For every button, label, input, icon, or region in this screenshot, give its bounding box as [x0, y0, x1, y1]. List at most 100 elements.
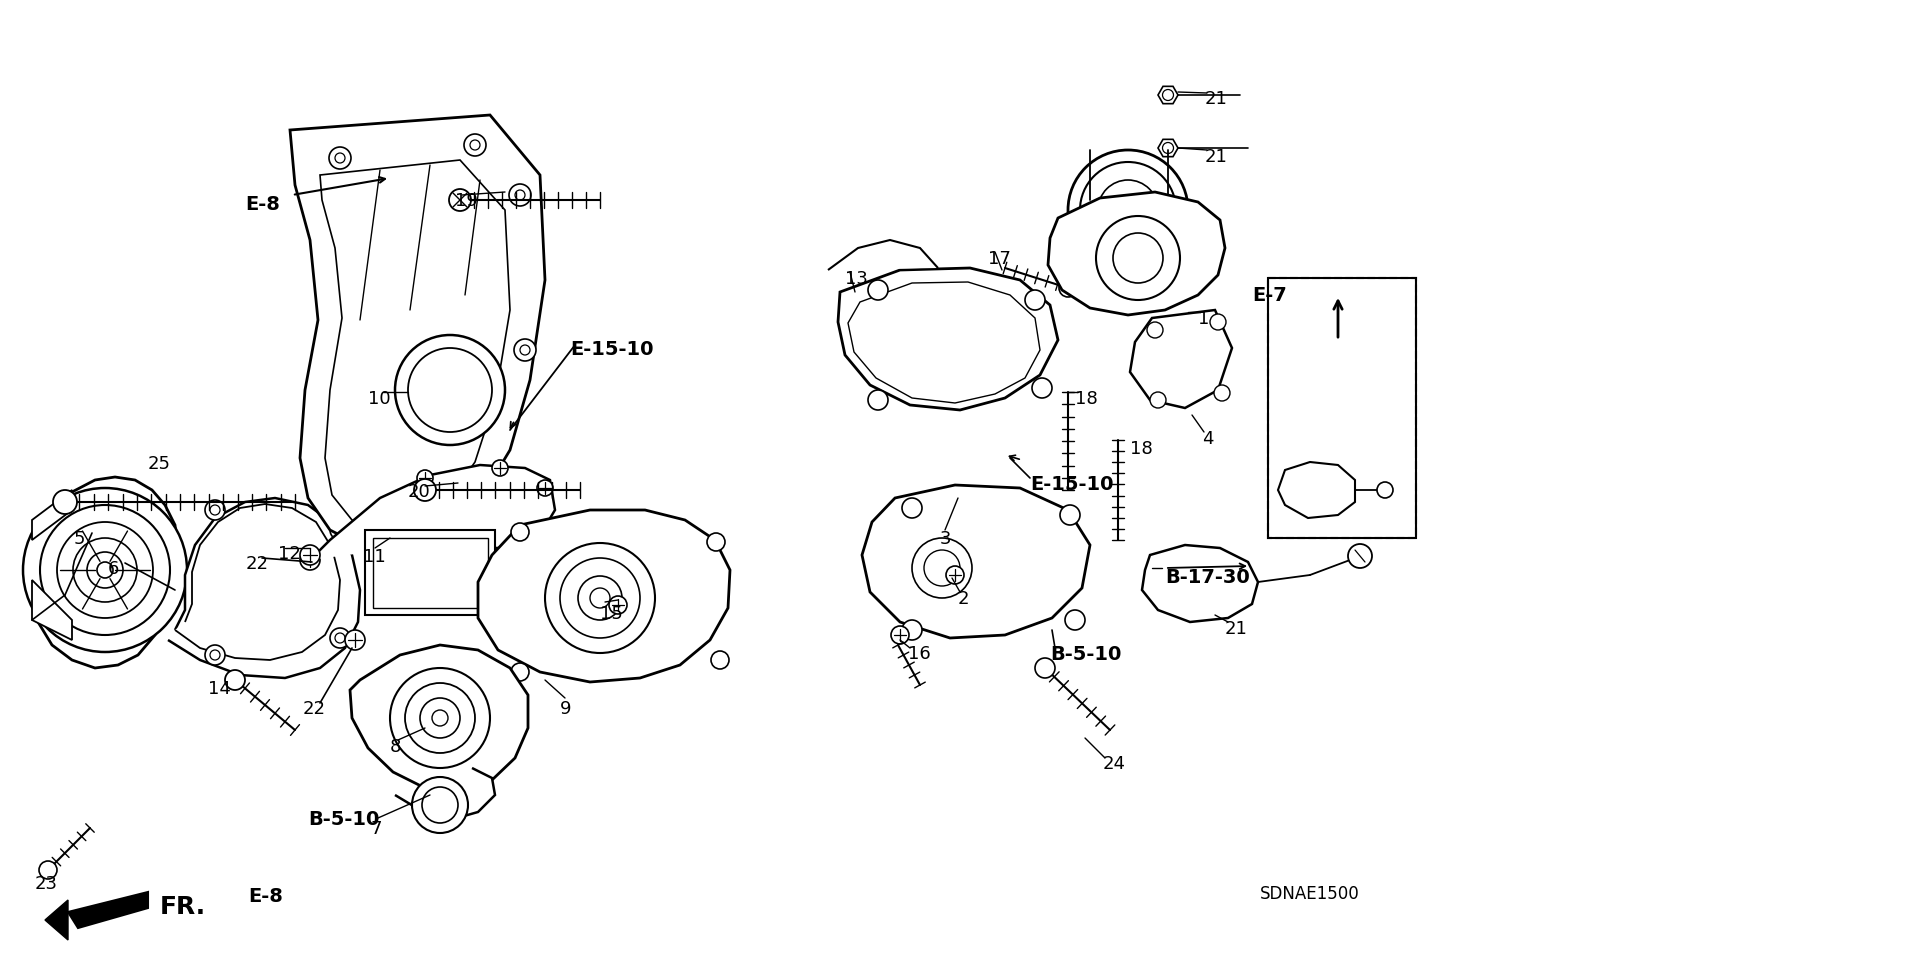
Polygon shape: [33, 580, 73, 640]
Text: 19: 19: [455, 192, 478, 210]
Polygon shape: [321, 160, 511, 530]
Circle shape: [330, 628, 349, 648]
Circle shape: [399, 529, 420, 551]
Circle shape: [511, 663, 530, 681]
Polygon shape: [1158, 86, 1179, 104]
Text: 3: 3: [941, 530, 952, 548]
Text: SDNAE1500: SDNAE1500: [1260, 885, 1359, 903]
Circle shape: [511, 523, 530, 541]
Circle shape: [1068, 150, 1188, 270]
Text: 4: 4: [1202, 430, 1213, 448]
Circle shape: [609, 596, 628, 614]
Circle shape: [1035, 658, 1054, 678]
Circle shape: [330, 520, 349, 540]
Polygon shape: [1142, 545, 1258, 622]
Text: 21: 21: [1225, 620, 1248, 638]
Text: E-15-10: E-15-10: [570, 340, 653, 359]
Circle shape: [538, 480, 553, 496]
Text: 21: 21: [1206, 90, 1229, 108]
Text: 7: 7: [371, 820, 382, 838]
Circle shape: [947, 566, 964, 584]
Polygon shape: [1131, 310, 1233, 408]
Circle shape: [225, 670, 246, 690]
Polygon shape: [396, 768, 495, 820]
Circle shape: [509, 184, 532, 206]
Circle shape: [492, 460, 509, 476]
Bar: [1267, 278, 1417, 538]
Text: 22: 22: [246, 555, 269, 573]
Text: FR.: FR.: [159, 895, 205, 919]
Polygon shape: [44, 900, 67, 940]
Text: 15: 15: [599, 605, 622, 623]
Polygon shape: [169, 498, 361, 678]
Circle shape: [707, 533, 726, 551]
Text: 22: 22: [303, 700, 326, 718]
Text: 13: 13: [845, 270, 868, 288]
Text: 18: 18: [1075, 390, 1098, 408]
Text: 1: 1: [1198, 310, 1210, 328]
Circle shape: [490, 469, 511, 491]
Text: 25: 25: [148, 455, 171, 473]
Circle shape: [868, 390, 887, 410]
Circle shape: [1210, 314, 1227, 330]
Circle shape: [1146, 322, 1164, 338]
Text: E-7: E-7: [1252, 286, 1286, 305]
Bar: [365, 530, 495, 615]
Text: B-5-10: B-5-10: [1050, 645, 1121, 664]
Circle shape: [1025, 290, 1044, 310]
Text: 14: 14: [207, 680, 230, 698]
Polygon shape: [33, 490, 73, 540]
Circle shape: [868, 280, 887, 300]
Circle shape: [346, 630, 365, 650]
Circle shape: [328, 147, 351, 169]
Circle shape: [902, 498, 922, 518]
Text: B-5-10: B-5-10: [307, 810, 380, 829]
Circle shape: [449, 189, 470, 211]
Text: E-15-10: E-15-10: [1029, 475, 1114, 494]
Text: 16: 16: [908, 645, 931, 663]
Circle shape: [205, 500, 225, 520]
Circle shape: [415, 479, 436, 501]
Text: 5: 5: [75, 530, 86, 548]
Text: 9: 9: [561, 700, 572, 718]
Circle shape: [300, 550, 321, 570]
Polygon shape: [828, 240, 939, 270]
Text: 21: 21: [1206, 148, 1229, 166]
Polygon shape: [837, 268, 1058, 410]
Circle shape: [1377, 482, 1394, 498]
Polygon shape: [349, 645, 528, 790]
Text: 10: 10: [369, 390, 390, 408]
Polygon shape: [478, 510, 730, 682]
Circle shape: [912, 538, 972, 598]
Circle shape: [515, 339, 536, 361]
Polygon shape: [309, 465, 555, 560]
Circle shape: [545, 543, 655, 653]
Circle shape: [1066, 610, 1085, 630]
Circle shape: [417, 470, 434, 486]
Polygon shape: [290, 115, 545, 550]
Circle shape: [1033, 378, 1052, 398]
Text: 20: 20: [407, 483, 430, 501]
Circle shape: [1348, 544, 1373, 568]
Text: 2: 2: [958, 590, 970, 608]
Circle shape: [1150, 392, 1165, 408]
Circle shape: [1060, 505, 1079, 525]
Circle shape: [38, 861, 58, 879]
Polygon shape: [1048, 192, 1225, 315]
Polygon shape: [33, 477, 179, 668]
Text: 12: 12: [278, 545, 301, 563]
Bar: [372, 538, 488, 608]
Polygon shape: [175, 504, 340, 660]
Circle shape: [1213, 385, 1231, 401]
Polygon shape: [1158, 139, 1179, 156]
Text: 11: 11: [363, 548, 386, 566]
Circle shape: [1114, 233, 1164, 283]
Circle shape: [891, 626, 908, 644]
Circle shape: [1060, 279, 1077, 297]
Circle shape: [902, 620, 922, 640]
Text: E-8: E-8: [248, 887, 282, 906]
Circle shape: [710, 651, 730, 669]
Circle shape: [1162, 89, 1173, 101]
Circle shape: [54, 490, 77, 514]
Circle shape: [432, 710, 447, 726]
